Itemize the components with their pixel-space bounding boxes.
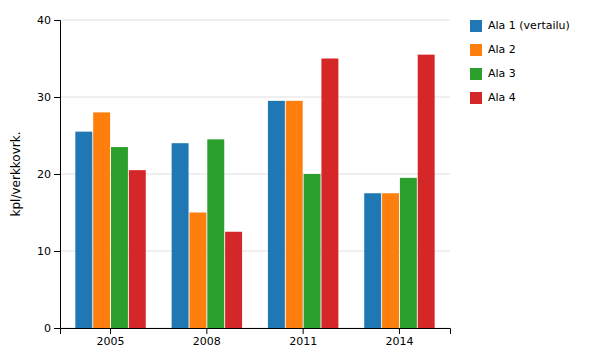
bar [207,139,224,328]
y-tick-mark [54,174,60,175]
y-axis-title: kpl/verkkovrk. [9,132,23,217]
y-tick-mark [54,251,60,252]
legend: Ala 1 (vertailu) Ala 2 Ala 3 Ala 4 [470,19,570,104]
axis-domain [54,21,61,329]
bar [364,193,381,328]
y-tick-label: 10 [37,245,51,258]
bar [286,101,303,328]
x-tick: 2005 [97,328,125,348]
bar-series [129,55,435,328]
axis-domain [61,329,451,335]
x-tick-label: 2008 [193,335,221,348]
legend-item: Ala 3 [470,67,516,80]
bar [268,101,285,328]
bar [75,132,92,328]
bar [418,55,435,328]
y-tick-mark [54,97,60,98]
legend-label: Ala 4 [488,91,516,104]
plot: 2005 2008 2011 2014 0 10 20 30 40 [37,14,451,348]
y-axis: 0 10 20 30 40 [37,14,61,335]
x-tick-label: 2014 [385,335,413,348]
x-tick-label: 2005 [97,335,125,348]
bar [400,178,417,328]
legend-item: Ala 2 [470,43,516,56]
bars [75,55,434,328]
grid-line [60,20,450,21]
bar-series [93,101,399,328]
legend-swatch [470,92,482,104]
bar [172,143,189,328]
bar [111,147,128,328]
x-tick-mark [399,328,400,334]
y-tick-label: 30 [37,91,51,104]
bar-series [111,139,417,328]
legend-label: Ala 1 (vertailu) [488,19,570,32]
legend-swatch [470,68,482,80]
chart: 2005 2008 2011 2014 0 10 20 30 40 kpl/verkkovrk. A… [0,0,600,360]
x-tick: 2011 [289,328,317,348]
bar [189,213,206,329]
y-tick: 10 [37,245,60,258]
bar [321,59,338,329]
y-tick-mark [54,20,60,21]
y-tick-label: 40 [37,14,51,27]
bar [129,170,146,328]
x-tick: 2008 [193,328,221,348]
bar [304,174,321,328]
x-tick-mark [303,328,304,334]
y-tick-mark [54,328,60,329]
x-tick-mark [110,328,111,334]
bar [93,112,110,328]
x-tick-mark [206,328,207,334]
grid-line [60,97,450,98]
x-axis: 2005 2008 2011 2014 [61,328,451,348]
legend-swatch [470,44,482,56]
legend-swatch [470,20,482,32]
bar [382,193,399,328]
grid [60,20,450,328]
y-tick: 20 [37,168,60,181]
y-tick-label: 0 [44,322,51,335]
legend-label: Ala 3 [488,67,516,80]
y-tick-label: 20 [37,168,51,181]
y-tick: 0 [44,322,60,335]
legend-label: Ala 2 [488,43,516,56]
legend-item: Ala 4 [470,91,516,104]
y-tick: 30 [37,91,60,104]
bar [225,232,242,328]
y-tick: 40 [37,14,60,27]
legend-item: Ala 1 (vertailu) [470,19,570,32]
x-tick-label: 2011 [289,335,317,348]
x-tick: 2014 [385,328,413,348]
